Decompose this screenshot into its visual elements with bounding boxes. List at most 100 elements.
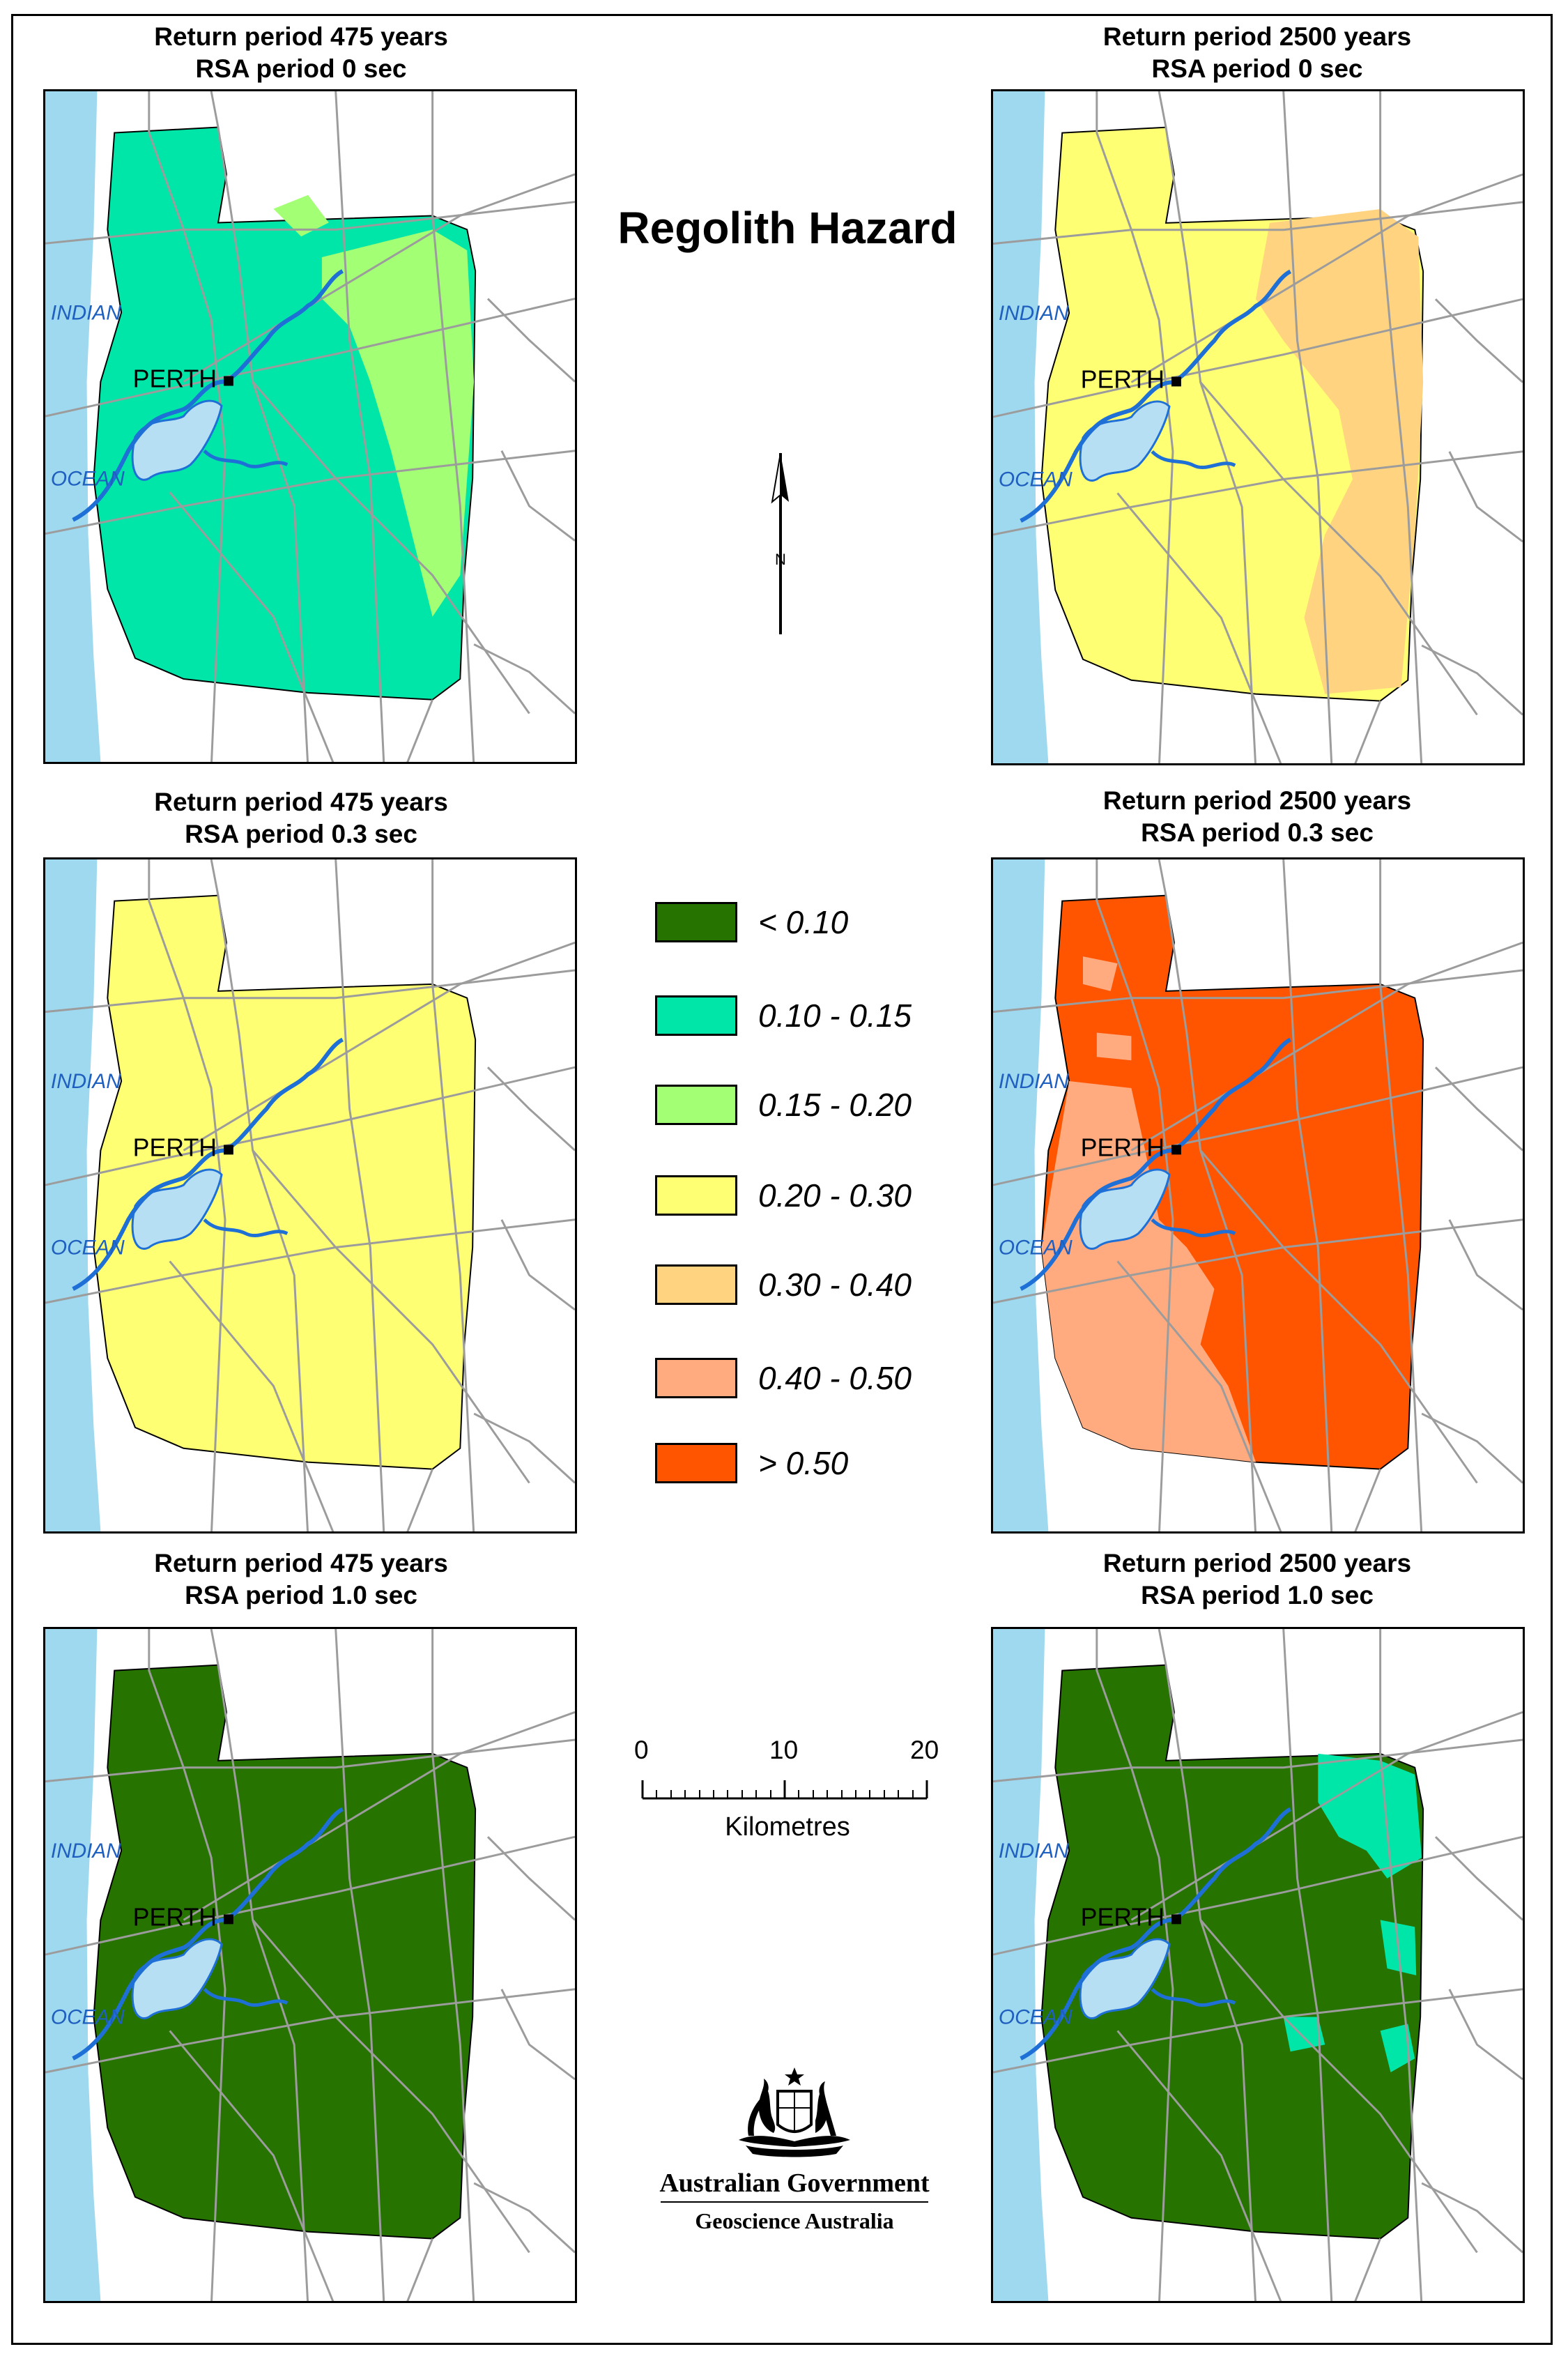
panel-title-line2: RSA period 0 sec (195, 54, 407, 83)
road (500, 1219, 575, 1311)
road (993, 1066, 1523, 1186)
main-title: Regolith Hazard (617, 203, 958, 253)
city-marker-icon (1171, 1914, 1181, 1925)
scale-bar: 0 10 20 Kilometres (627, 1736, 948, 1861)
legend-swatch (655, 1264, 737, 1305)
road (210, 859, 309, 1531)
road (45, 201, 575, 245)
panel-title-2500-03: Return period 2500 years RSA period 0.3 … (992, 785, 1522, 849)
north-label: N (775, 551, 786, 568)
swan-river (1020, 1807, 1292, 2060)
road (45, 969, 575, 1014)
canning-river (203, 449, 289, 468)
road (500, 450, 575, 542)
canning-river (1151, 1218, 1236, 1237)
road (1421, 2182, 1523, 2254)
swan-river (72, 1037, 344, 1291)
road (335, 1629, 385, 2301)
road (1130, 173, 1523, 383)
city-marker-icon (223, 376, 233, 386)
ocean-label: INDIAN (999, 1840, 1069, 1863)
road (993, 450, 1523, 536)
hazard-region (93, 1664, 477, 2240)
panel-title-line1: Return period 475 years (154, 788, 448, 816)
panel-title-475-10: Return period 475 years RSA period 1.0 s… (36, 1547, 566, 1612)
map-canvas: PERTH INDIAN OCEAN (45, 1629, 575, 2301)
river-estuary (1079, 400, 1171, 482)
map-canvas: PERTH INDIAN OCEAN (45, 859, 575, 1531)
ocean-label: OCEAN (51, 467, 125, 490)
ocean-label: OCEAN (999, 2005, 1073, 2028)
legend-swatch (655, 995, 737, 1036)
road (1354, 2238, 1381, 2301)
ocean-label: INDIAN (51, 301, 121, 324)
map-canvas: PERTH INDIAN OCEAN (45, 91, 575, 762)
road (486, 1066, 575, 1152)
road (1158, 1629, 1256, 2301)
coat-of-arms-icon (739, 2067, 850, 2157)
road (335, 91, 385, 762)
road (1116, 492, 1282, 763)
road (1448, 1219, 1523, 1311)
road (148, 859, 226, 1531)
map-canvas: PERTH INDIAN OCEAN (993, 859, 1523, 1531)
road (210, 1629, 309, 2301)
road (1116, 2030, 1282, 2301)
hazard-map: PERTH INDIAN OCEAN (43, 857, 577, 1534)
swan-river (72, 1807, 344, 2060)
legend-item: 0.30 - 0.40 (655, 1262, 1017, 1310)
city-label: PERTH (133, 365, 217, 392)
road (1130, 941, 1523, 1152)
city-marker-icon (223, 1145, 233, 1155)
hazard-patch (1082, 956, 1118, 991)
road (1199, 381, 1478, 716)
panel-title-line2: RSA period 1.0 sec (185, 1581, 417, 1609)
hazard-map: PERTH INDIAN OCEAN (43, 89, 577, 764)
hazard-patch (1283, 2017, 1325, 2052)
ocean (993, 91, 1049, 763)
panel-title-line1: Return period 2500 years (1102, 786, 1412, 815)
road (1354, 1469, 1381, 1531)
legend-item: 0.10 - 0.15 (655, 993, 1017, 1041)
legend-item: 0.40 - 0.50 (655, 1355, 1017, 1404)
road (473, 1412, 575, 1484)
road (1354, 701, 1381, 763)
hazard-map: PERTH INDIAN OCEAN (991, 89, 1525, 765)
road (473, 643, 575, 714)
panel-title-2500-10: Return period 2500 years RSA period 1.0 … (992, 1547, 1522, 1612)
road (252, 1149, 530, 1484)
road (993, 1738, 1523, 1783)
legend-label: 0.15 - 0.20 (758, 1087, 912, 1123)
river-estuary (1079, 1168, 1171, 1250)
road (1096, 1629, 1174, 2301)
road (993, 1988, 1523, 2074)
ocean-label: INDIAN (51, 1070, 121, 1093)
city-label: PERTH (1081, 1903, 1165, 1931)
legend-item: 0.15 - 0.20 (655, 1082, 1017, 1131)
road (1199, 1149, 1478, 1484)
legend-swatch (655, 1443, 737, 1483)
road (406, 699, 433, 762)
road (1421, 1412, 1523, 1484)
road (183, 1711, 575, 1921)
road (486, 298, 575, 383)
panel-title-line2: RSA period 0.3 sec (1141, 818, 1374, 847)
scale-ruler (641, 1780, 928, 1800)
legend-label: 0.20 - 0.30 (758, 1177, 912, 1214)
road (1282, 91, 1333, 763)
city-label: PERTH (133, 1133, 217, 1161)
australian-government-logo: Australian Government Geoscience Austral… (648, 2063, 941, 2251)
canning-river (203, 1218, 289, 1237)
road (1116, 1260, 1282, 1531)
city-marker-icon (1171, 1145, 1181, 1155)
road (183, 941, 575, 1152)
legend-item: < 0.10 (655, 899, 1017, 948)
river-estuary (131, 1168, 223, 1250)
road (169, 491, 335, 762)
road (993, 298, 1523, 418)
hazard-patch (321, 229, 475, 617)
logo-agency-text: Geoscience Australia (695, 2208, 894, 2233)
road (1434, 1066, 1523, 1152)
ocean-label: INDIAN (999, 1070, 1069, 1093)
swan-river (1020, 269, 1292, 523)
